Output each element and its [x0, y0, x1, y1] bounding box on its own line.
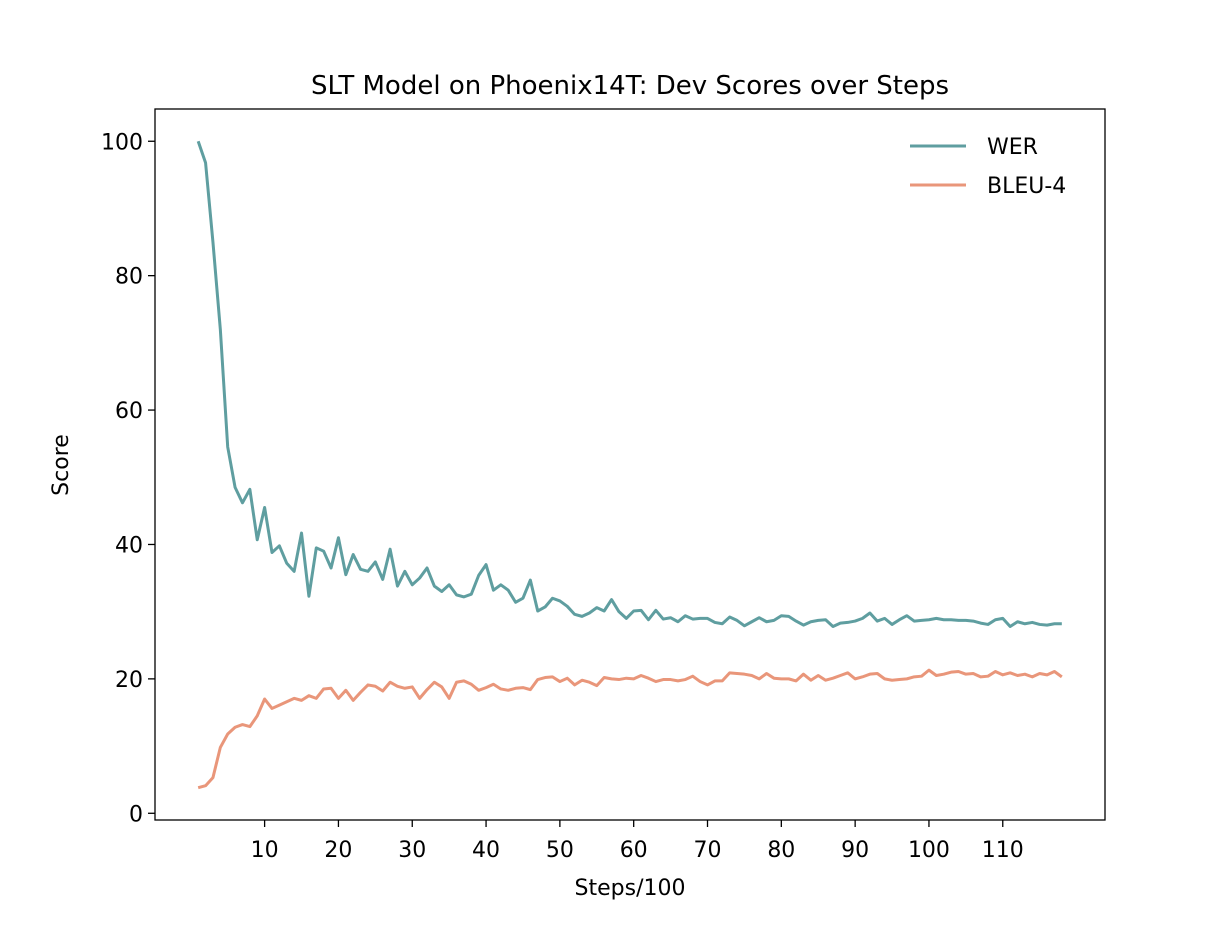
x-tick-label: 20: [324, 838, 352, 863]
y-tick-label: 80: [115, 265, 143, 290]
x-tick-label: 100: [908, 838, 950, 863]
x-axis-label: Steps/100: [575, 876, 686, 901]
legend-label: BLEU-4: [987, 174, 1066, 199]
y-tick-label: 0: [129, 802, 143, 827]
line-series: [197, 668, 1063, 790]
axes-frame: [154, 108, 1106, 821]
x-tick-label: 70: [694, 838, 722, 863]
y-axis-label: Score: [49, 434, 74, 496]
x-tick-label: 40: [472, 838, 500, 863]
y-tick-label: 60: [115, 399, 143, 424]
x-tick-label: 90: [841, 838, 869, 863]
chart-title: SLT Model on Phoenix14T: Dev Scores over…: [311, 71, 949, 101]
legend-label: WER: [987, 135, 1038, 160]
y-tick-label: 100: [101, 130, 143, 155]
y-tick-label: 20: [115, 668, 143, 693]
y-tick-label: 40: [115, 533, 143, 558]
x-tick-label: 80: [767, 838, 795, 863]
x-tick-label: 30: [398, 838, 426, 863]
line-series: [196, 140, 1062, 628]
x-tick-label: 10: [251, 838, 279, 863]
x-tick-label: 60: [620, 838, 648, 863]
x-tick-label: 110: [982, 838, 1024, 863]
x-tick-label: 50: [546, 838, 574, 863]
